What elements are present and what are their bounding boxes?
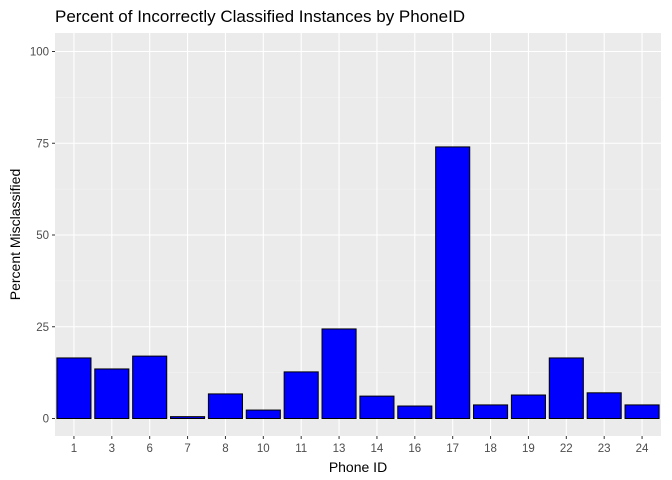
bar-19 [510,394,546,419]
y-axis-title: Percent Misclassified [7,169,23,301]
bar-10 [245,409,281,419]
bar-14 [359,395,395,420]
x-tick-label: 1 [71,443,77,455]
x-tick-label: 7 [184,443,190,455]
x-tick-label: 14 [371,443,384,455]
bar-3 [94,368,130,419]
x-tick-label: 10 [257,443,270,455]
bar-16 [397,405,433,420]
x-tick-label: 11 [295,443,307,455]
y-tick-label: 75 [36,138,49,150]
y-tick-label: 50 [36,230,49,242]
bar-13 [321,328,357,419]
bar-7 [170,416,206,420]
bar-22 [548,357,584,420]
x-tick-label: 17 [446,443,459,455]
bar-1 [56,357,92,420]
bar-6 [132,355,168,419]
y-tick-label: 0 [43,414,49,426]
x-axis-title: Phone ID [329,459,387,475]
x-tick-label: 22 [560,443,573,455]
x-tick-label: 6 [146,443,152,455]
bar-11 [283,371,319,419]
x-tick-label: 16 [408,443,421,455]
y-tick-label: 100 [30,47,49,59]
y-axis-ticks: 0 25 50 75 100 [30,47,55,426]
y-tick-label: 25 [36,322,49,334]
bar-23 [586,392,622,419]
x-axis-ticks: 1 3 6 7 8 10 11 13 14 16 17 18 19 22 23 24 [71,436,649,455]
bar-18 [473,404,509,419]
bar-17 [435,146,471,419]
chart-title: Percent of Incorrectly Classified Instan… [55,7,465,26]
x-tick-label: 3 [109,443,115,455]
x-tick-label: 19 [522,443,535,455]
x-tick-label: 23 [598,443,611,455]
x-tick-label: 24 [636,443,649,455]
bar-24 [624,404,660,419]
x-tick-label: 18 [484,443,497,455]
x-tick-label: 13 [333,443,346,455]
x-tick-label: 8 [222,443,228,455]
bar-8 [207,393,243,420]
bars [56,146,660,420]
